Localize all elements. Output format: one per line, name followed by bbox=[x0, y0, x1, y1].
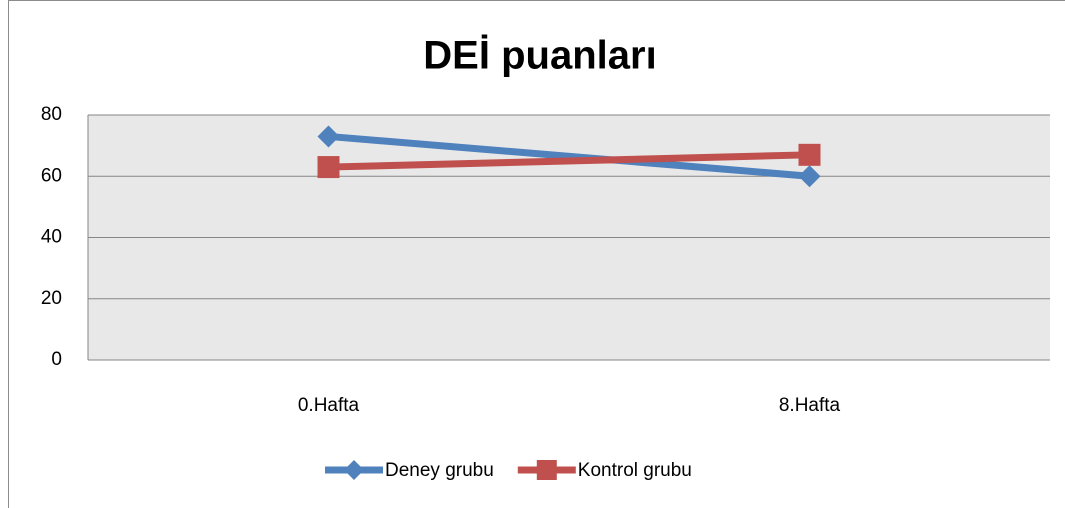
y-tick-label: 40 bbox=[41, 227, 62, 248]
x-tick-label: 8.Hafta bbox=[779, 395, 841, 416]
square-marker bbox=[317, 156, 340, 179]
y-tick-label: 20 bbox=[41, 288, 62, 309]
diamond-marker bbox=[344, 460, 364, 480]
chart-title: DEİ puanları bbox=[423, 34, 656, 78]
square-marker bbox=[798, 143, 821, 166]
y-tick-label: 60 bbox=[41, 165, 62, 186]
y-tick-label: 80 bbox=[41, 104, 62, 125]
diamond-marker bbox=[317, 125, 340, 148]
series-line bbox=[328, 132, 810, 180]
square-marker bbox=[536, 460, 557, 480]
y-tick-label: 0 bbox=[51, 349, 62, 370]
diamond-marker bbox=[798, 165, 821, 188]
legend-label: Deney grubu bbox=[385, 460, 494, 481]
legend-label: Kontrol grubu bbox=[578, 460, 692, 481]
series-line bbox=[328, 151, 810, 171]
x-tick-label: 0.Hafta bbox=[298, 395, 360, 416]
